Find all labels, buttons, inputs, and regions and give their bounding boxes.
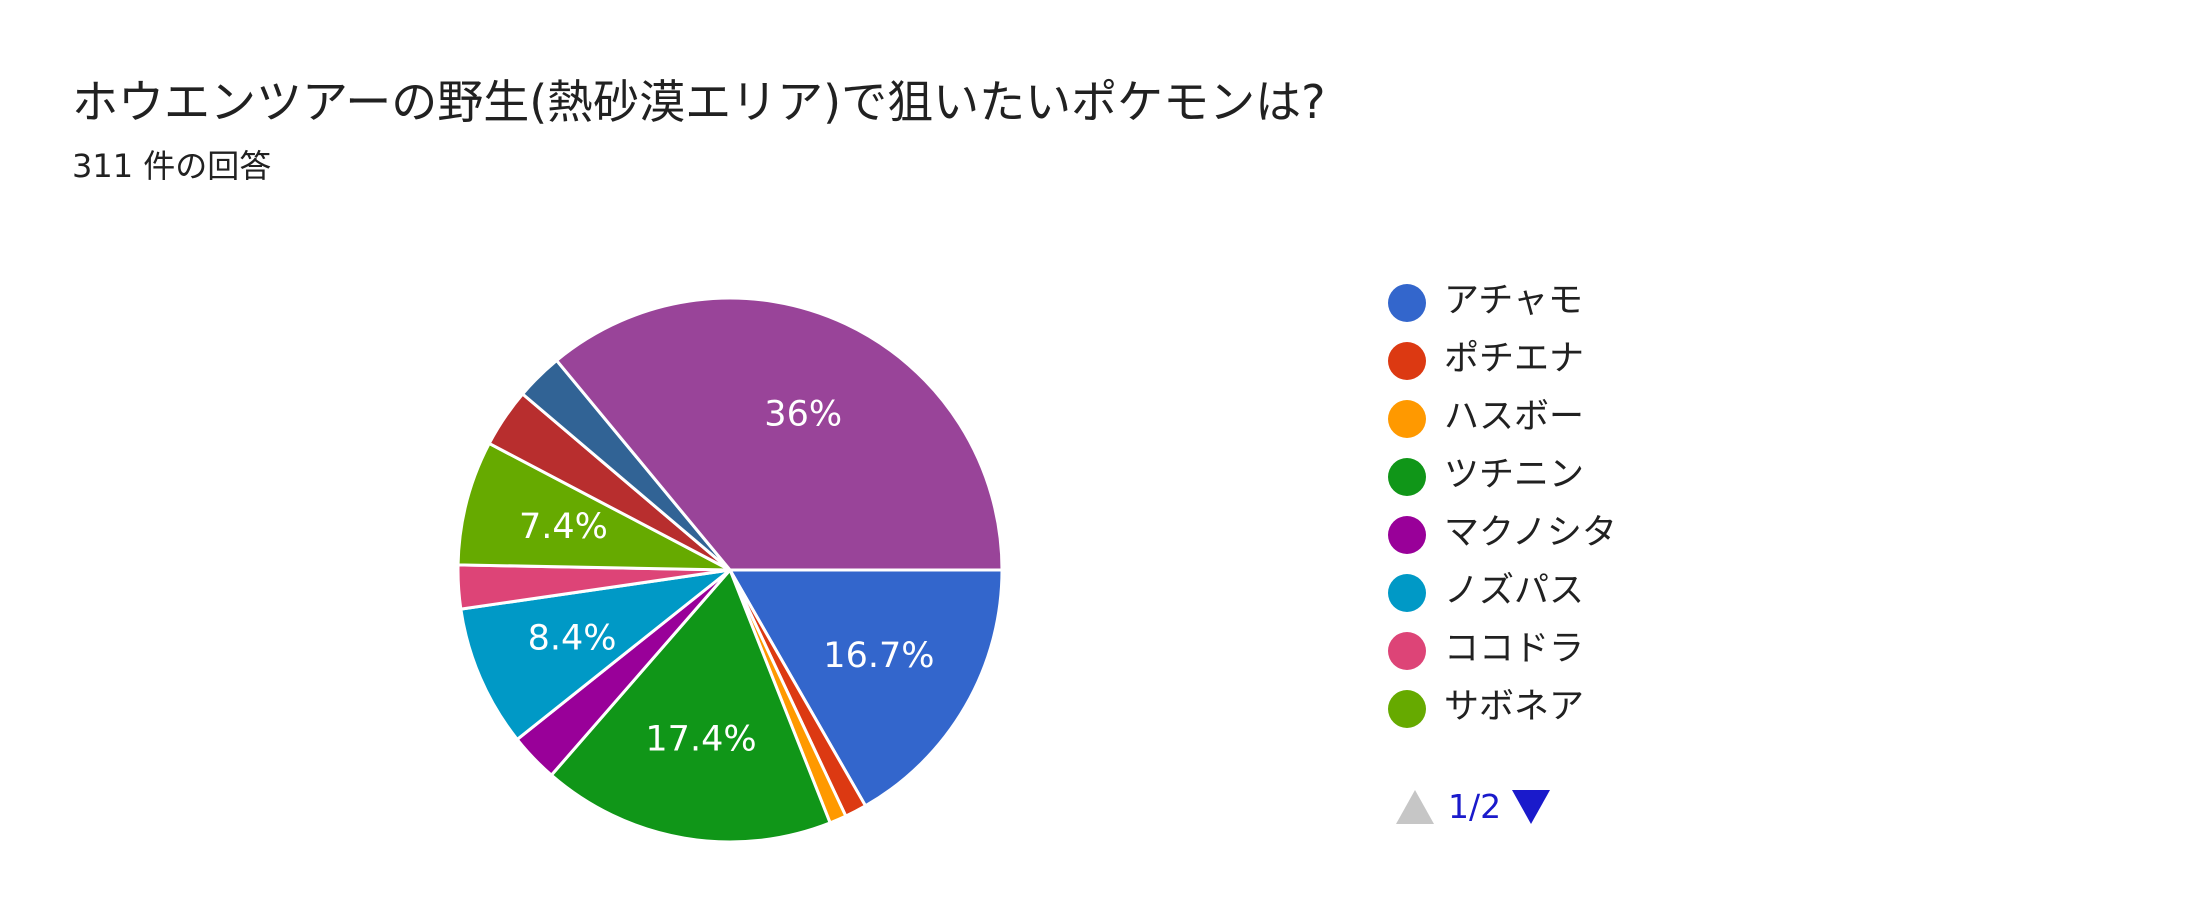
legend-label: アチャモ: [1444, 281, 1583, 321]
pager-next-icon[interactable]: [1512, 790, 1550, 824]
pie-slice-7: [456, 441, 732, 572]
pager-page-text: 1/2: [1448, 787, 1502, 826]
pie-slice-10: [555, 296, 1004, 572]
pie-slice-label-0: 16.7%: [823, 636, 934, 676]
chart-title: ホウエンツアーの野生(熱砂漠エリア)で狙いたいポケモンは?: [72, 75, 1326, 129]
legend-label: ココドラ: [1444, 629, 1585, 669]
legend-color-icon: [1388, 690, 1426, 728]
response-count: 311 件の回答: [72, 147, 272, 185]
pie-slice-label-3: 17.4%: [645, 720, 756, 760]
legend-label: ポチエナ: [1444, 339, 1585, 379]
pie-chart: 16.7% 17.4% 8.4% 7.4% 36%: [456, 296, 1004, 844]
legend-color-icon: [1388, 516, 1426, 554]
pie-slice-5: [459, 568, 732, 741]
legend-label: ツチニン: [1444, 455, 1585, 495]
legend-label: マクノシタ: [1444, 513, 1617, 553]
legend-color-icon: [1388, 632, 1426, 670]
legend-color-icon: [1388, 574, 1426, 612]
legend-color-icon: [1388, 284, 1426, 322]
legend-color-icon: [1388, 400, 1426, 438]
pie-slice-label-10: 36%: [764, 394, 842, 434]
pie-slice-label-7: 7.4%: [519, 507, 608, 547]
legend-label: ハスボー: [1444, 397, 1585, 437]
pie-slice-3: [549, 568, 832, 844]
legend-label: サボネア: [1444, 687, 1585, 727]
legend-color-icon: [1388, 458, 1426, 496]
legend-label: ノズパス: [1444, 571, 1585, 611]
pager-prev-icon: [1396, 790, 1434, 824]
pie-slice-label-5: 8.4%: [528, 618, 617, 658]
pie-slice-0: [728, 568, 1004, 808]
legend-color-icon: [1388, 342, 1426, 380]
